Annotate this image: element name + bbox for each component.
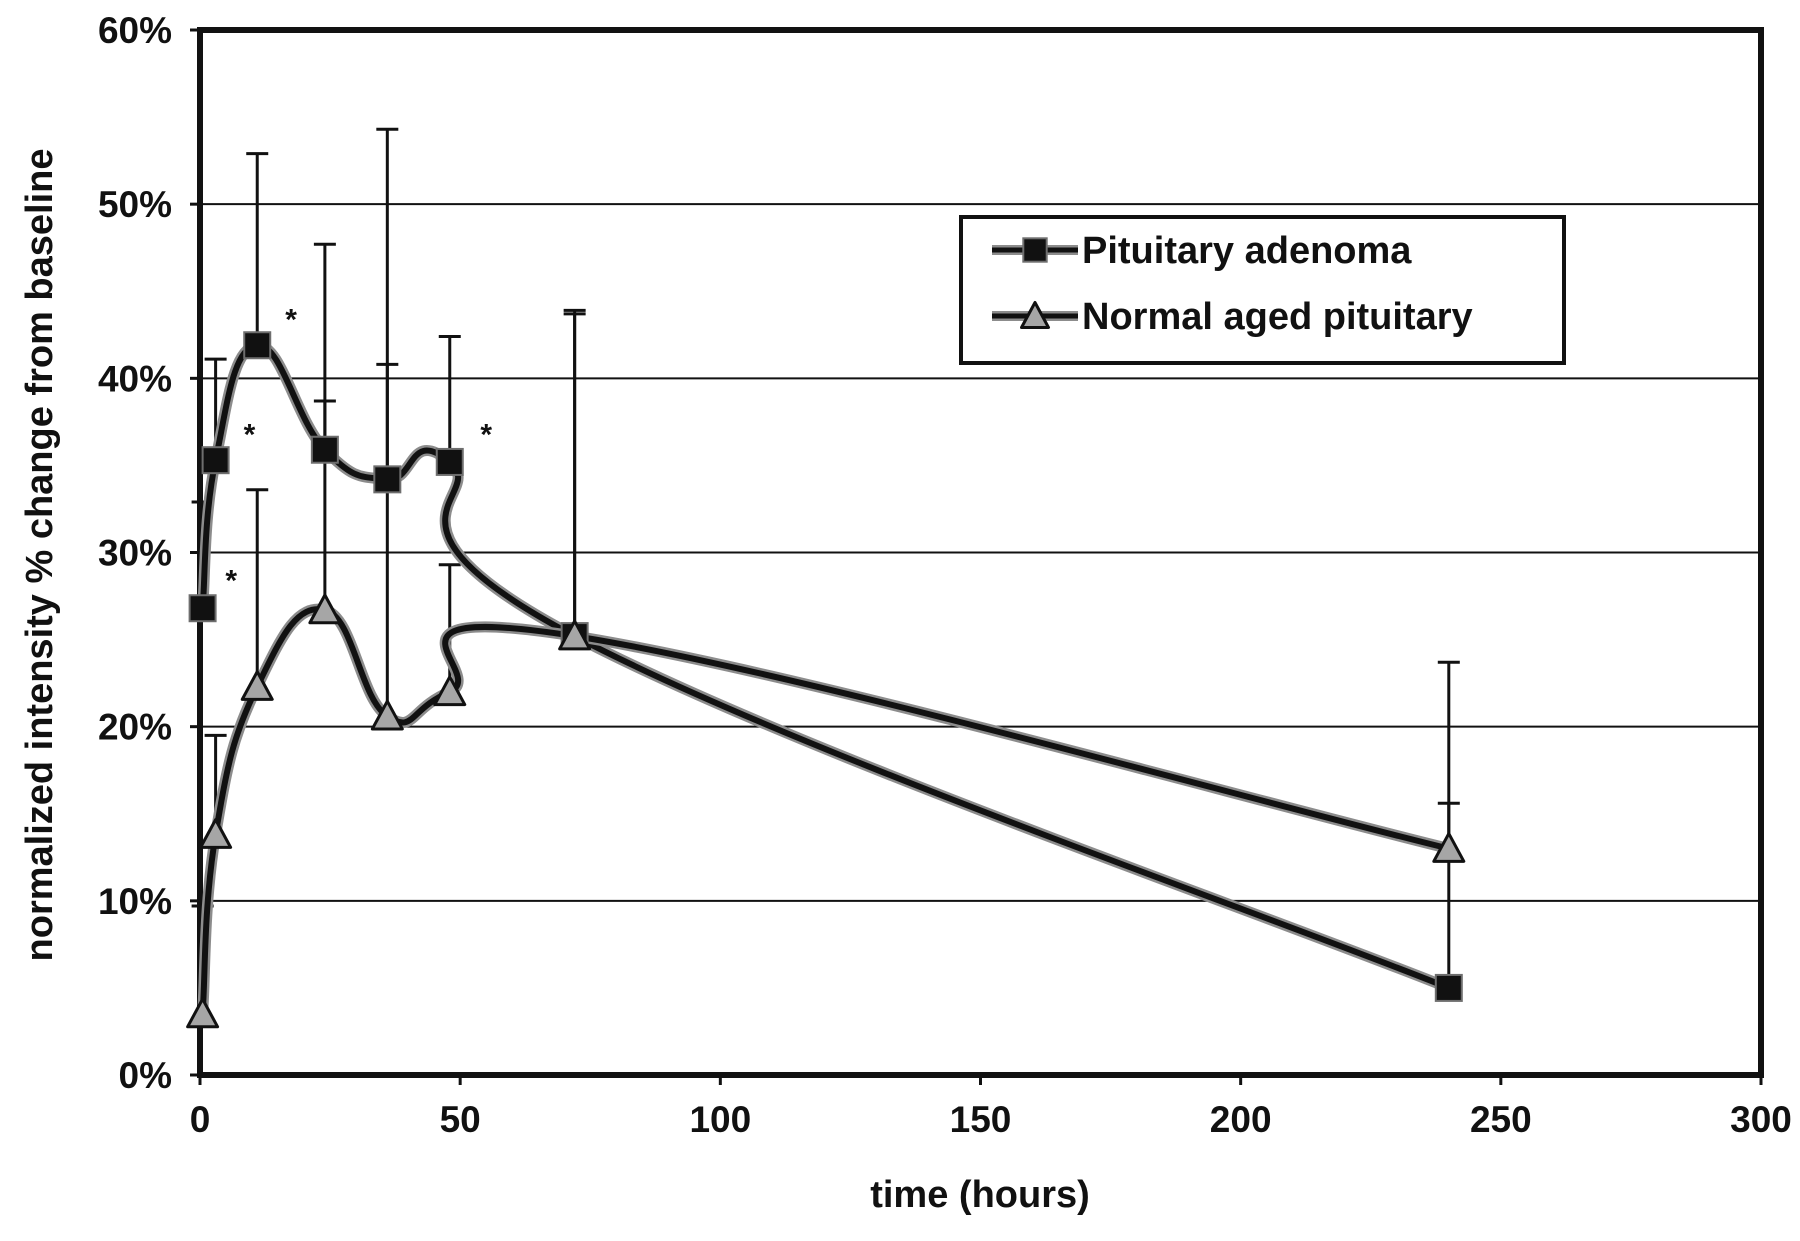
data-point-normal-aged-pituitary (199, 818, 233, 849)
legend-marker (1022, 237, 1048, 263)
data-point-pituitary-adenoma (188, 594, 217, 623)
x-tick-label: 250 (1470, 1099, 1532, 1140)
x-tick-label: 50 (440, 1099, 481, 1140)
data-point-normal-aged-pituitary (1432, 832, 1466, 863)
data-point-normal-aged-pituitary (308, 593, 342, 625)
series-line-normal-aged-pituitary (199, 606, 1452, 1018)
data-point-pituitary-adenoma (435, 447, 464, 476)
y-tick-label: 20% (98, 707, 172, 748)
x-tick-label: 300 (1730, 1099, 1792, 1140)
data-point-normal-aged-pituitary (186, 997, 220, 1029)
series-line-halo (197, 339, 1455, 994)
legend-box (959, 215, 1566, 365)
y-axis-label: normalized intensity % change from basel… (19, 149, 61, 962)
x-axis-ticks: 0 50 100 150 200 250 300 (190, 1075, 1792, 1140)
data-point-pituitary-adenoma (373, 465, 402, 494)
series-lines (197, 339, 1455, 1020)
y-tick-label: 60% (98, 10, 172, 51)
legend-item: Pituitary adenoma (992, 230, 1412, 272)
annotation-asterisk: * (480, 418, 492, 451)
data-point-pituitary-adenoma (310, 435, 339, 464)
significance-annotations: * * * * (225, 303, 492, 597)
legend: Pituitary adenoma Normal aged pituitary (959, 215, 1566, 365)
x-axis-label: time (hours) (870, 1174, 1090, 1216)
data-point-normal-aged-pituitary (240, 670, 274, 701)
data-point-normal-aged-pituitary (370, 699, 404, 731)
data-point-pituitary-adenoma (201, 446, 230, 475)
data-point-normal-aged-pituitary (558, 619, 592, 651)
data-point-normal-aged-pituitary (433, 675, 467, 707)
x-tick-label: 100 (689, 1099, 751, 1140)
annotation-asterisk: * (244, 418, 256, 451)
series-markers (186, 331, 1466, 1029)
legend-marker (1020, 301, 1050, 329)
x-tick-label: 150 (950, 1099, 1012, 1140)
x-tick-label: 0 (190, 1099, 211, 1140)
annotation-asterisk: * (285, 303, 297, 336)
data-point-pituitary-adenoma (243, 331, 272, 360)
y-tick-label: 0% (119, 1055, 172, 1096)
x-tick-label: 200 (1210, 1099, 1272, 1140)
y-tick-label: 30% (98, 533, 172, 574)
legend-label: Normal aged pituitary (1082, 296, 1473, 338)
y-tick-label: 50% (98, 184, 172, 225)
series-line-pituitary-adenoma (199, 342, 1452, 991)
y-tick-label: 10% (98, 881, 172, 922)
series-line-halo (197, 603, 1455, 1020)
legend-label: Pituitary adenoma (1082, 230, 1412, 272)
y-axis-ticks: 0% 10% 20% 30% 40% 50% 60% (98, 10, 200, 1096)
data-point-pituitary-adenoma (1434, 973, 1463, 1002)
y-tick-label: 40% (98, 358, 172, 399)
legend-item: Normal aged pituitary (992, 296, 1473, 338)
annotation-asterisk: * (225, 565, 237, 598)
